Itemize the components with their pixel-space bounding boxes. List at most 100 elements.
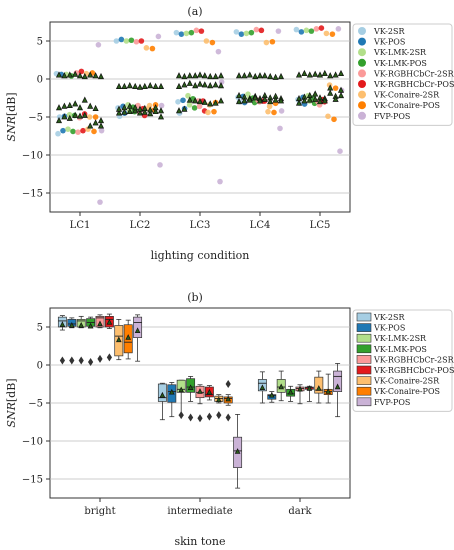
mean-marker	[181, 81, 188, 88]
y-tick-label: −5	[28, 399, 43, 410]
outlier-marker	[178, 411, 184, 420]
x-tick-label: LC2	[130, 220, 151, 231]
data-point	[209, 39, 216, 46]
x-tick-label: LC5	[310, 220, 331, 231]
mean-marker	[315, 385, 322, 391]
mean-marker	[316, 98, 324, 105]
data-point	[303, 27, 310, 34]
legend-swatch	[356, 365, 372, 375]
legend-label: VK-LMK-POS	[373, 345, 427, 354]
x-tick-label: LC4	[250, 220, 271, 231]
mean-marker	[76, 104, 84, 111]
panel-a-y-label: SNR[dB]	[5, 92, 18, 141]
mean-marker	[134, 327, 141, 333]
legend-label: VK-Conaire-2SR	[373, 91, 440, 100]
data-point	[158, 102, 165, 109]
mean-marker	[92, 72, 99, 79]
mean-marker	[301, 97, 308, 104]
y-tick-label: −15	[22, 475, 43, 486]
mean-marker	[234, 448, 241, 454]
mean-marker	[125, 334, 132, 340]
legend-swatch	[356, 333, 372, 343]
y-tick-label: 0	[37, 361, 43, 372]
mean-marker	[175, 72, 183, 79]
outlier-marker	[225, 413, 231, 422]
data-point	[325, 113, 331, 120]
legend-swatch	[358, 101, 366, 110]
legend-label: VK-Conaire-2SR	[373, 377, 440, 386]
mean-marker	[261, 72, 268, 79]
data-point	[337, 148, 343, 154]
mean-marker	[87, 122, 94, 129]
mean-marker	[136, 105, 144, 112]
data-point	[92, 114, 99, 120]
data-point	[335, 26, 342, 32]
mean-marker	[277, 72, 285, 80]
mean-marker	[121, 82, 128, 89]
data-point	[217, 178, 223, 185]
legend-swatch	[356, 376, 372, 385]
data-point	[323, 30, 330, 37]
mean-marker	[327, 72, 334, 79]
mean-marker	[152, 104, 159, 111]
legend-label: FVP-POS	[374, 112, 410, 121]
mean-marker	[152, 82, 159, 89]
mean-marker	[196, 80, 204, 87]
mean-marker	[81, 72, 88, 80]
legend-label: VK-RGBHCbCr-POS	[373, 80, 454, 89]
data-point	[318, 25, 325, 31]
mean-marker	[212, 72, 219, 80]
mean-marker	[192, 72, 199, 79]
mean-marker	[192, 82, 199, 89]
panel-b-legend: VK-2SRVK-POSVK-LMK-2SRVK-LMK-POSVK-RGBHC…	[352, 309, 454, 412]
data-point	[146, 102, 153, 109]
mean-marker	[295, 71, 303, 78]
mean-marker	[277, 97, 285, 104]
y-tick-label: −10	[22, 151, 43, 162]
legend-swatch	[356, 386, 372, 396]
outlier-marker	[69, 356, 75, 365]
panel-b-y-label-main: SNR	[5, 402, 18, 427]
legend-swatch	[358, 27, 366, 35]
mean-marker	[259, 384, 266, 390]
mean-marker	[87, 102, 94, 109]
data-point	[178, 31, 185, 37]
data-point	[329, 31, 336, 37]
data-point	[98, 127, 105, 134]
mean-marker	[59, 321, 66, 327]
data-point	[243, 30, 250, 37]
legend-label: VK-LMK-2SR	[373, 334, 427, 343]
data-point	[271, 109, 277, 116]
mean-marker	[306, 96, 313, 103]
data-point	[185, 92, 191, 99]
mean-marker	[72, 100, 79, 107]
data-point	[248, 29, 255, 36]
y-tick-label: 0	[37, 75, 43, 86]
legend-label: VK-RGBHCbCr-POS	[373, 366, 454, 375]
panel-a-y-label-unit: [dB]	[5, 92, 18, 116]
mean-marker	[157, 82, 165, 89]
mean-marker	[61, 102, 68, 109]
data-point	[86, 114, 93, 120]
data-point	[331, 116, 337, 123]
data-point	[123, 38, 130, 44]
legend-swatch	[358, 111, 366, 120]
data-point	[278, 108, 285, 114]
y-tick-label: 5	[37, 323, 43, 334]
data-point	[308, 28, 315, 34]
legend-swatch	[356, 312, 372, 322]
mean-marker	[66, 101, 73, 108]
legend-swatch	[356, 397, 372, 407]
mean-marker	[225, 395, 232, 402]
data-point	[133, 38, 140, 45]
mean-marker	[337, 86, 345, 93]
mean-marker	[325, 388, 332, 394]
data-point	[191, 105, 198, 111]
data-point	[138, 38, 145, 44]
mean-marker	[115, 336, 122, 343]
data-point	[149, 45, 156, 52]
data-point	[143, 45, 150, 51]
mean-marker	[126, 102, 133, 109]
data-point	[70, 128, 76, 135]
